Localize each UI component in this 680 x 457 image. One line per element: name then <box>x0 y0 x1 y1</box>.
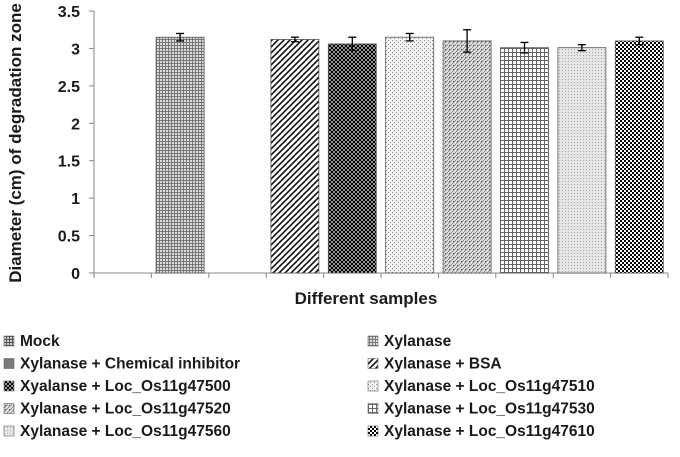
legend-label: Xylanase + Chemical inhibitor <box>20 356 240 373</box>
y-tick-label: 1.5 <box>58 154 80 171</box>
y-tick-label: 2.5 <box>58 79 80 96</box>
bar <box>155 36 205 274</box>
bar <box>442 40 492 274</box>
legend-label: Xylanase + Loc_Os11g47610 <box>384 423 595 440</box>
x-axis <box>93 272 669 278</box>
y-tick-label: 3.5 <box>58 4 80 21</box>
legend-swatch <box>367 403 379 414</box>
legend-swatch <box>3 403 15 414</box>
x-axis-title: Different samples <box>295 289 438 308</box>
legend-label: Xylanase + Loc_Os11g47510 <box>384 378 595 395</box>
legend-swatch <box>367 358 379 369</box>
legend-label: Mock <box>20 333 60 350</box>
legend-swatch <box>3 358 15 369</box>
bar <box>327 43 377 274</box>
legend: Mock Xylanase Xylanase + Chemical inhibito… <box>3 333 595 440</box>
bar <box>385 36 435 274</box>
legend-swatch <box>3 335 15 347</box>
legend-swatch <box>367 335 379 347</box>
legend-label: Xylanase + Loc_Os11g47560 <box>20 423 231 440</box>
legend-label: Xylanase + BSA <box>384 356 502 373</box>
bar <box>557 47 607 274</box>
y-tick-label: 1 <box>71 191 80 208</box>
y-axis: 0 0.5 1 1.5 2 2.5 3 3.5 <box>58 4 95 283</box>
bar <box>270 39 320 274</box>
legend-label: Xylanase <box>384 333 452 350</box>
y-axis-title: Diameter (cm) of degradation zone <box>6 3 25 283</box>
legend-swatch <box>3 425 15 437</box>
y-tick-label: 2 <box>71 116 80 133</box>
legend-label: Xylanase + Loc_Os11g47530 <box>384 401 595 418</box>
bars-group <box>155 36 664 274</box>
legend-label: Xyalanse + Loc_Os11g47500 <box>20 378 231 395</box>
y-tick-label: 0.5 <box>58 229 80 246</box>
legend-label: Xylanase + Loc_Os11g47520 <box>20 401 231 418</box>
y-tick-label: 0 <box>71 266 80 283</box>
legend-swatch <box>367 380 379 392</box>
bar <box>614 40 664 274</box>
error-bars-group <box>176 29 644 54</box>
bar <box>500 47 549 274</box>
legend-swatch <box>367 425 379 437</box>
legend-swatch <box>3 380 15 392</box>
y-tick-label: 3 <box>71 41 80 58</box>
